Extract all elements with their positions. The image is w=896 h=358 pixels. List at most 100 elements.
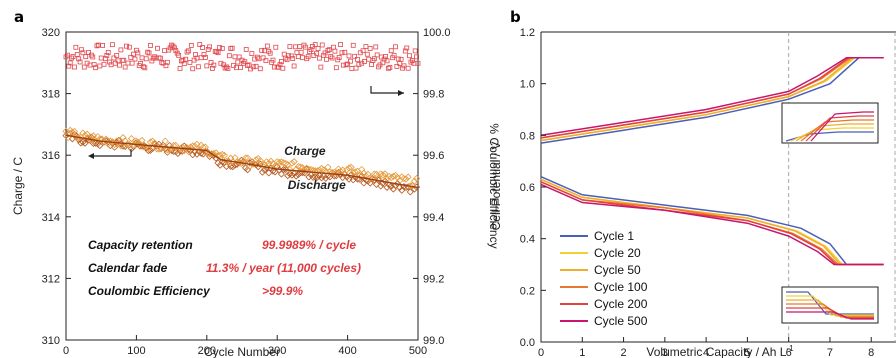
ce-point (280, 65, 286, 71)
legend-label: Cycle 20 (594, 246, 641, 260)
ce-point (312, 42, 318, 47)
ce-point (255, 54, 260, 60)
ce-point (69, 55, 75, 61)
panel-a-y-tick-label: 318 (42, 89, 60, 101)
ce-point (117, 62, 122, 68)
charge-point (244, 154, 252, 162)
ce-point (260, 55, 266, 61)
ce-point (208, 60, 214, 65)
ce-point (348, 58, 353, 64)
ce-point (286, 53, 291, 59)
ce-point (267, 50, 273, 56)
charge-point (309, 166, 317, 175)
ce-point (143, 56, 149, 62)
charge-point (406, 182, 414, 190)
charge-point (248, 160, 256, 168)
panel-b-x-tick-label: 2 (620, 347, 626, 358)
ce-point (204, 63, 210, 69)
ce-point (107, 59, 113, 65)
legend-label: Cycle 1 (594, 229, 634, 243)
ce-point (352, 53, 358, 59)
ce-point (222, 65, 228, 71)
charge-point (290, 158, 298, 166)
panel-a-x-tick-label: 400 (338, 345, 356, 357)
ce-point (172, 45, 177, 51)
discharge-curve (540, 181, 884, 266)
panel-a-right-y-tick-label: 99.2 (423, 273, 444, 285)
charge-point (288, 159, 296, 167)
ce-point (235, 59, 241, 65)
discharge-point (305, 173, 313, 181)
ce-point (225, 66, 231, 71)
ce-point (184, 49, 190, 55)
ce-axis-arrowhead (398, 90, 404, 96)
ce-point (164, 59, 170, 65)
ce-point (395, 56, 401, 62)
charge-point (106, 137, 114, 145)
ce-point (197, 42, 203, 47)
panel-a-y-axis-label: Charge / C (11, 157, 25, 215)
ce-point (332, 48, 338, 54)
charge-point (330, 168, 338, 176)
ce-point (79, 47, 84, 53)
ce-point (133, 47, 139, 53)
panel-b-x-tick-label: 8 (868, 347, 874, 358)
ce-point (336, 55, 342, 60)
ce-point (295, 54, 301, 60)
ce-point (256, 56, 262, 62)
ce-point (72, 64, 77, 70)
ce-point (238, 64, 243, 70)
ce-point (125, 60, 131, 66)
charge-point (153, 145, 161, 153)
ce-point (202, 55, 208, 60)
charge-point (282, 160, 290, 168)
legend: Cycle 1 Cycle 20 Cycle 50 Cycle 100 Cycle 20… (560, 229, 648, 328)
discharge-point (79, 138, 87, 146)
panel-b-x-tick-label: 6 (786, 347, 792, 358)
charge-point (313, 167, 321, 175)
panel-a-y-tick-label: 310 (42, 335, 60, 347)
panel-b-y-tick-label: 1.0 (520, 79, 535, 91)
charge-point (265, 159, 273, 167)
charge-trend-line (65, 134, 419, 189)
ce-point (405, 65, 411, 71)
discharge-point (258, 168, 266, 176)
ce-point (250, 64, 256, 70)
ce-point (291, 63, 297, 69)
ce-point (74, 52, 80, 57)
charge-point (180, 147, 188, 155)
panel-a-right-y-tick-label: 99.6 (423, 150, 444, 162)
charge-point (326, 168, 334, 176)
ce-point (162, 48, 167, 54)
ce-point (294, 50, 300, 56)
ce-point (331, 44, 336, 50)
charge-point (360, 169, 368, 177)
panel-a-x-tick-label: 0 (63, 345, 69, 357)
ce-point (305, 54, 311, 60)
charge-point (343, 166, 351, 174)
ce-point (91, 62, 97, 68)
charge-point (379, 171, 387, 179)
ce-point (302, 44, 308, 50)
ce-point (200, 45, 205, 50)
charge-point (351, 168, 359, 176)
ce-point (148, 43, 153, 48)
charge-point (404, 173, 412, 181)
note-calendar-fade-key: Calendar fade (88, 261, 168, 275)
ce-point (412, 48, 418, 54)
discharge-curve (540, 183, 884, 266)
panel-a-x-tick-label: 300 (268, 345, 286, 357)
ce-point (146, 50, 152, 56)
charge-point (279, 159, 288, 167)
panel-b-x-tick-label: 0 (538, 347, 544, 358)
ce-point (119, 57, 125, 63)
ce-point (325, 48, 331, 53)
ce-point (236, 54, 242, 60)
ce-point (142, 65, 148, 71)
charge-point (165, 146, 174, 154)
discharge-point (330, 172, 338, 180)
discharge-point (313, 173, 321, 181)
panel-a-right-y-tick-label: 99.4 (423, 212, 444, 224)
ce-point (356, 62, 362, 67)
ce-point (387, 65, 393, 70)
